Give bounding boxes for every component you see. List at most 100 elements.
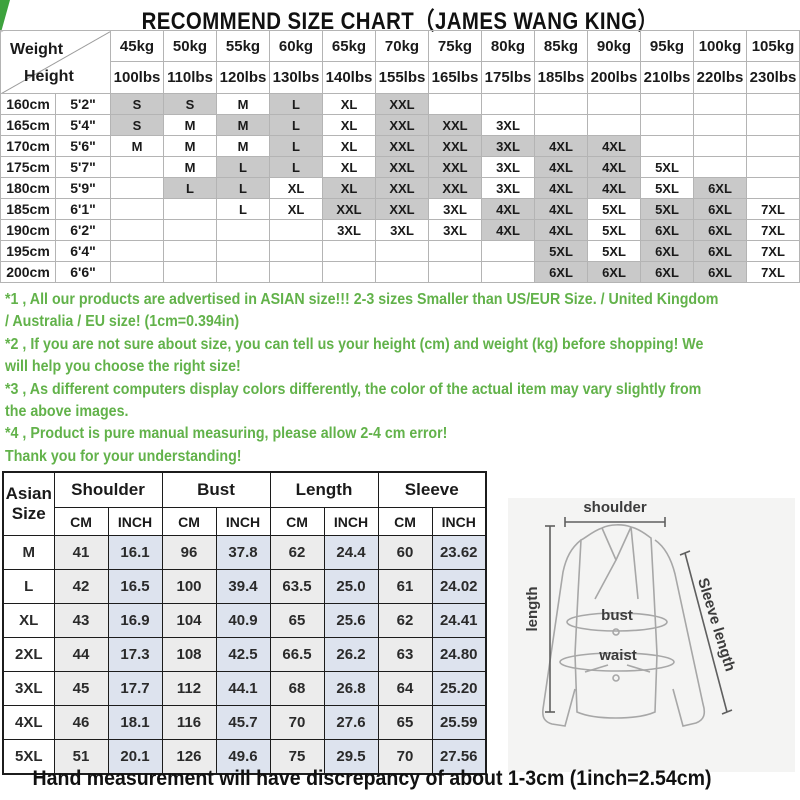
measure-size-label: 4XL — [2, 705, 55, 740]
size-value-cell — [481, 240, 535, 262]
measure-size-label: 5XL — [2, 739, 55, 775]
size-value-cell: M — [163, 135, 217, 157]
footer-text: Hand measurement will have discrepancy o… — [33, 767, 712, 790]
measure-value-cell: 16.9 — [107, 603, 163, 638]
measure-size-label: M — [2, 535, 55, 570]
measure-value-cell: 44.1 — [215, 671, 271, 706]
size-value-cell — [587, 93, 641, 115]
size-value-cell: 4XL — [534, 177, 588, 199]
height-ft-cell: 6'1" — [55, 198, 111, 220]
measure-value-cell: 65 — [269, 603, 325, 638]
size-value-cell: 3XL — [322, 219, 376, 241]
size-value-cell: XXL — [375, 156, 429, 178]
size-value-cell: L — [269, 114, 323, 136]
size-value-cell: XXL — [375, 114, 429, 136]
measure-value-cell: 25.6 — [323, 603, 379, 638]
size-value-cell — [269, 219, 323, 241]
size-value-cell — [110, 198, 164, 220]
measure-value-cell: 51 — [53, 739, 109, 775]
waist-label: waist — [598, 647, 637, 664]
measure-value-cell: 75 — [269, 739, 325, 775]
size-value-cell: XXL — [375, 177, 429, 199]
measure-value-cell: 17.3 — [107, 637, 163, 672]
size-value-cell — [693, 135, 747, 157]
size-value-cell — [375, 261, 429, 283]
measure-value-cell: 42.5 — [215, 637, 271, 672]
measure-value-cell: 70 — [377, 739, 433, 775]
size-value-cell: 6XL — [640, 240, 694, 262]
height-ft-cell: 6'6" — [55, 261, 111, 283]
size-value-cell — [269, 240, 323, 262]
weight-lbs-header: 100lbs — [110, 61, 164, 94]
weight-kg-header: 50kg — [163, 30, 217, 62]
size-value-cell — [375, 240, 429, 262]
size-value-cell — [481, 261, 535, 283]
height-cm-cell: 185cm — [0, 198, 56, 220]
measure-value-cell: 23.62 — [431, 535, 487, 570]
size-value-cell: 7XL — [746, 198, 800, 220]
measure-value-cell: 43 — [53, 603, 109, 638]
jacket-outline — [542, 524, 706, 727]
size-value-cell: L — [269, 156, 323, 178]
size-value-cell: 6XL — [693, 261, 747, 283]
weight-lbs-header: 175lbs — [481, 61, 535, 94]
size-value-cell — [746, 156, 800, 178]
measure-value-cell: 39.4 — [215, 569, 271, 604]
size-value-cell: L — [269, 135, 323, 157]
measure-value-cell: 18.1 — [107, 705, 163, 740]
measure-value-cell: 25.59 — [431, 705, 487, 740]
size-value-cell — [163, 219, 217, 241]
size-value-cell: 3XL — [428, 219, 482, 241]
weight-lbs-header: 165lbs — [428, 61, 482, 94]
measure-value-cell: 27.56 — [431, 739, 487, 775]
size-value-cell — [216, 261, 270, 283]
size-value-cell — [640, 135, 694, 157]
size-value-cell: XXL — [428, 156, 482, 178]
size-value-cell — [534, 93, 588, 115]
size-value-cell: M — [216, 135, 270, 157]
green-corner-ribbon-icon — [0, 0, 10, 36]
size-value-cell: 4XL — [481, 198, 535, 220]
size-value-cell: 3XL — [481, 114, 535, 136]
measure-group-header: Sleeve — [377, 471, 487, 508]
measure-value-cell: 61 — [377, 569, 433, 604]
weight-lbs-header: 210lbs — [640, 61, 694, 94]
weight-lbs-header: 130lbs — [269, 61, 323, 94]
jacket-measurement-diagram: shoulder length Sleeve length bust waist — [505, 494, 797, 774]
size-value-cell — [428, 240, 482, 262]
measure-value-cell: 45 — [53, 671, 109, 706]
note-line: *4 , Product is pure manual measuring, p… — [5, 425, 448, 443]
size-value-cell: M — [163, 156, 217, 178]
jacket-diagram-svg: shoulder length Sleeve length bust waist — [508, 498, 795, 772]
weight-kg-header: 90kg — [587, 30, 641, 62]
size-value-cell: XL — [269, 198, 323, 220]
size-value-cell: 4XL — [534, 219, 588, 241]
sleeve-measure-line — [684, 552, 728, 713]
measure-unit-header: INCH — [215, 507, 271, 536]
size-value-cell: M — [163, 114, 217, 136]
weight-lbs-header: 140lbs — [322, 61, 376, 94]
height-ft-cell: 5'2" — [55, 93, 111, 115]
weight-lbs-header: 200lbs — [587, 61, 641, 94]
height-row: 190cm 6'2" 3XL 3XL 3XL 4XL 4XL 5XL 6XL 6XL 7XL — [0, 219, 800, 241]
size-value-cell: XL — [269, 177, 323, 199]
note-line: the above images. — [5, 403, 129, 421]
size-value-cell — [587, 114, 641, 136]
size-value-cell: XXL — [428, 135, 482, 157]
size-value-cell — [163, 198, 217, 220]
size-value-cell: XL — [322, 177, 376, 199]
size-value-cell — [110, 177, 164, 199]
size-value-cell: XL — [322, 135, 376, 157]
measure-value-cell: 40.9 — [215, 603, 271, 638]
size-value-cell: 6XL — [534, 261, 588, 283]
size-value-cell: XL — [322, 93, 376, 115]
size-value-cell: 3XL — [375, 219, 429, 241]
size-value-cell — [693, 114, 747, 136]
measure-value-cell: 63 — [377, 637, 433, 672]
weight-kg-header: 60kg — [269, 30, 323, 62]
size-value-cell: 5XL — [640, 177, 694, 199]
height-row: 175cm 5'7" M L L XL XXL XXL 3XL 4XL 4XL 5XL — [0, 156, 800, 178]
size-value-cell — [428, 261, 482, 283]
size-value-cell: M — [110, 135, 164, 157]
size-value-cell: 5XL — [534, 240, 588, 262]
